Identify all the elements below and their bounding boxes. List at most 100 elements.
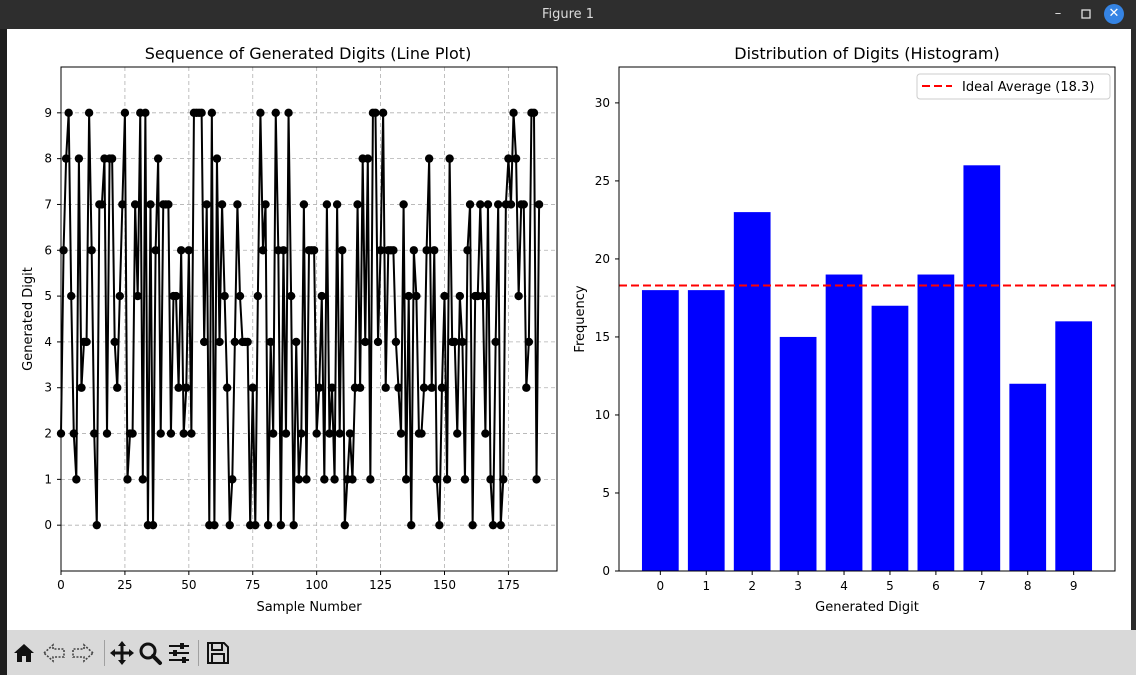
data-point xyxy=(422,246,431,255)
data-point xyxy=(309,246,319,255)
data-point xyxy=(115,291,125,301)
line-chart-xlabel: Sample Number xyxy=(256,600,362,615)
line-chart-plot-area xyxy=(56,108,544,530)
data-point xyxy=(532,475,541,484)
bar-chart-y-ticks: 0 5 10 15 20 25 30 xyxy=(595,96,619,578)
data-point xyxy=(345,429,355,438)
data-point xyxy=(320,475,329,484)
data-point xyxy=(483,200,493,209)
x-tick-label: 100 xyxy=(305,578,328,592)
data-point xyxy=(187,429,196,438)
minimize-icon: – xyxy=(1054,6,1062,21)
y-tick-label: 0 xyxy=(44,518,52,532)
histogram-bar xyxy=(871,305,909,571)
data-point xyxy=(210,520,219,530)
y-tick-label: 25 xyxy=(595,174,610,188)
data-point xyxy=(151,246,160,255)
data-point xyxy=(504,154,513,163)
bar-chart-ylabel: Frequency xyxy=(573,285,588,352)
data-point xyxy=(514,291,523,301)
data-point xyxy=(486,475,495,484)
data-point xyxy=(440,291,449,301)
x-tick-label: 0 xyxy=(57,578,65,592)
data-point xyxy=(322,200,332,209)
data-point xyxy=(276,520,286,530)
data-point xyxy=(110,337,119,347)
data-point xyxy=(251,520,260,530)
maximize-button[interactable] xyxy=(1076,4,1096,24)
bar-chart-bars xyxy=(641,165,1093,571)
data-point xyxy=(64,108,73,118)
histogram-bar xyxy=(1009,383,1047,571)
data-point xyxy=(312,429,321,438)
data-point xyxy=(417,429,426,438)
x-tick-label: 5 xyxy=(886,579,894,593)
forward-button[interactable] xyxy=(69,639,97,667)
data-point xyxy=(120,108,130,118)
x-tick-label: 7 xyxy=(978,579,986,593)
data-point xyxy=(396,429,406,438)
x-tick-label: 150 xyxy=(433,578,456,592)
back-arrow-icon xyxy=(42,643,65,663)
data-point xyxy=(496,520,505,530)
figure-canvas: Sequence of Generated Digits (Line Plot)… xyxy=(7,29,1131,630)
data-point xyxy=(130,200,140,209)
data-point xyxy=(263,520,273,530)
histogram-bar xyxy=(687,290,725,571)
data-point xyxy=(225,520,234,530)
y-tick-label: 5 xyxy=(44,289,52,303)
data-point xyxy=(284,108,293,118)
data-point xyxy=(355,383,365,392)
save-button[interactable] xyxy=(204,639,232,667)
y-tick-label: 15 xyxy=(595,330,610,344)
pan-button[interactable] xyxy=(108,639,136,667)
data-point xyxy=(499,475,508,484)
histogram-bar xyxy=(963,165,1001,571)
histogram-bar xyxy=(825,274,863,571)
close-icon: ✕ xyxy=(1108,6,1120,21)
data-point xyxy=(269,429,278,438)
figure-svg: Sequence of Generated Digits (Line Plot)… xyxy=(21,44,1116,615)
navigation-toolbar xyxy=(7,630,1136,675)
bar-chart: Distribution of Digits (Histogram) 0 1 2 3 4… xyxy=(573,44,1116,615)
home-icon xyxy=(14,644,34,662)
close-button[interactable]: ✕ xyxy=(1104,4,1124,24)
data-point xyxy=(230,337,240,347)
zoom-magnifier-icon xyxy=(139,642,162,665)
data-point xyxy=(391,337,401,347)
maximize-icon xyxy=(1081,9,1091,19)
y-tick-label: 7 xyxy=(44,197,52,211)
data-point xyxy=(292,337,301,347)
y-tick-label: 10 xyxy=(595,408,610,422)
configure-subplots-button[interactable] xyxy=(165,639,193,667)
minimize-button[interactable]: – xyxy=(1048,4,1068,24)
data-point xyxy=(82,337,91,347)
data-point xyxy=(432,475,442,484)
data-point xyxy=(222,383,232,392)
data-point xyxy=(519,200,528,209)
x-tick-label: 6 xyxy=(932,579,940,593)
data-point xyxy=(450,337,459,347)
data-point xyxy=(353,200,362,209)
data-point xyxy=(378,108,388,118)
data-point xyxy=(202,200,211,209)
data-point xyxy=(506,200,516,209)
data-point xyxy=(330,475,339,484)
data-point xyxy=(235,291,245,301)
y-tick-label: 6 xyxy=(44,243,52,257)
data-point xyxy=(412,291,421,301)
back-button[interactable] xyxy=(40,639,68,667)
data-point xyxy=(315,383,324,392)
zoom-button[interactable] xyxy=(136,639,164,667)
data-point xyxy=(409,246,419,255)
data-point xyxy=(279,246,288,255)
home-button[interactable] xyxy=(10,639,38,667)
data-point xyxy=(407,520,416,530)
line-chart-frame xyxy=(60,66,558,572)
data-point xyxy=(430,246,439,255)
data-point xyxy=(118,200,127,209)
y-tick-label: 2 xyxy=(44,427,52,441)
data-point xyxy=(133,291,142,301)
data-point xyxy=(72,475,81,484)
data-point xyxy=(69,429,78,438)
